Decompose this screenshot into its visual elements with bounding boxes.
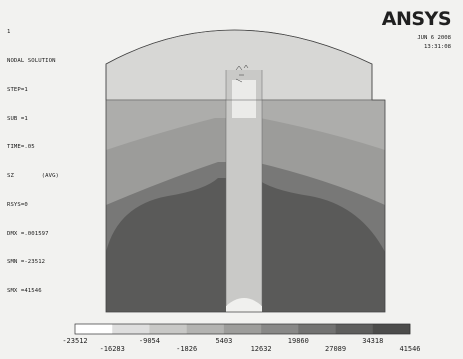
legend-swatch-8 <box>372 324 411 334</box>
legend-label-3: -1826 <box>176 345 197 353</box>
info-line-6: DMX =.001597 <box>7 230 49 237</box>
legend-label-1: -16283 <box>100 345 125 353</box>
info-line-8: SMX =41546 <box>7 288 42 295</box>
date-text: JUN 6 2008 <box>417 35 451 41</box>
legend-swatch-5 <box>261 324 299 334</box>
legend-label-8: 34318 <box>362 337 383 345</box>
legend-label-9: 41546 <box>399 345 420 353</box>
model-outline <box>105 29 386 313</box>
legend-swatch-0 <box>75 324 113 334</box>
legend-swatch-2 <box>149 324 187 334</box>
insert-column-outer <box>226 70 262 306</box>
time-text: 13:31:08 <box>424 44 451 50</box>
info-line-7: SMN =-23512 <box>7 259 46 266</box>
solution-info-block: 1 NODAL SOLUTION STEP=1 SUB =1 TIME=.05 … <box>7 9 59 316</box>
info-line-4: SZ (AVG) <box>7 173 60 180</box>
insert-column-inner <box>232 80 256 118</box>
info-line-3: TIME=.05 <box>7 144 35 151</box>
legend-swatch-4 <box>223 324 262 334</box>
info-line-2: SUB =1 <box>7 115 28 122</box>
ansys-logo: ANSYS <box>381 8 452 30</box>
window-number: 1 <box>7 29 11 36</box>
legend-label-7: 27089 <box>325 345 346 353</box>
legend-frame <box>74 323 411 335</box>
legend-label-6: 19860 <box>288 337 309 345</box>
timestamp: JUN 6 2008 13:31:08 <box>417 34 451 52</box>
legend-label-5: 12632 <box>251 345 272 353</box>
legend-label-4: 5403 <box>215 337 232 345</box>
info-line-0: NODAL SOLUTION <box>7 57 56 64</box>
bottom-notch <box>226 298 262 312</box>
legend-swatch-7 <box>335 324 374 334</box>
legend-label-0: -23512 <box>62 337 87 345</box>
info-line-1: STEP=1 <box>7 86 28 93</box>
contour-legend: -23512 -16283 -9054 -1826 5403 12632 19860 2708… <box>62 323 421 353</box>
legend-label-2: -9054 <box>139 337 160 345</box>
info-line-5: RSYS=0 <box>7 201 28 208</box>
legend-swatch-1 <box>112 324 150 334</box>
node-marker-cluster <box>235 64 249 83</box>
legend-swatch-3 <box>186 324 225 334</box>
legend-swatch-6 <box>298 324 336 334</box>
